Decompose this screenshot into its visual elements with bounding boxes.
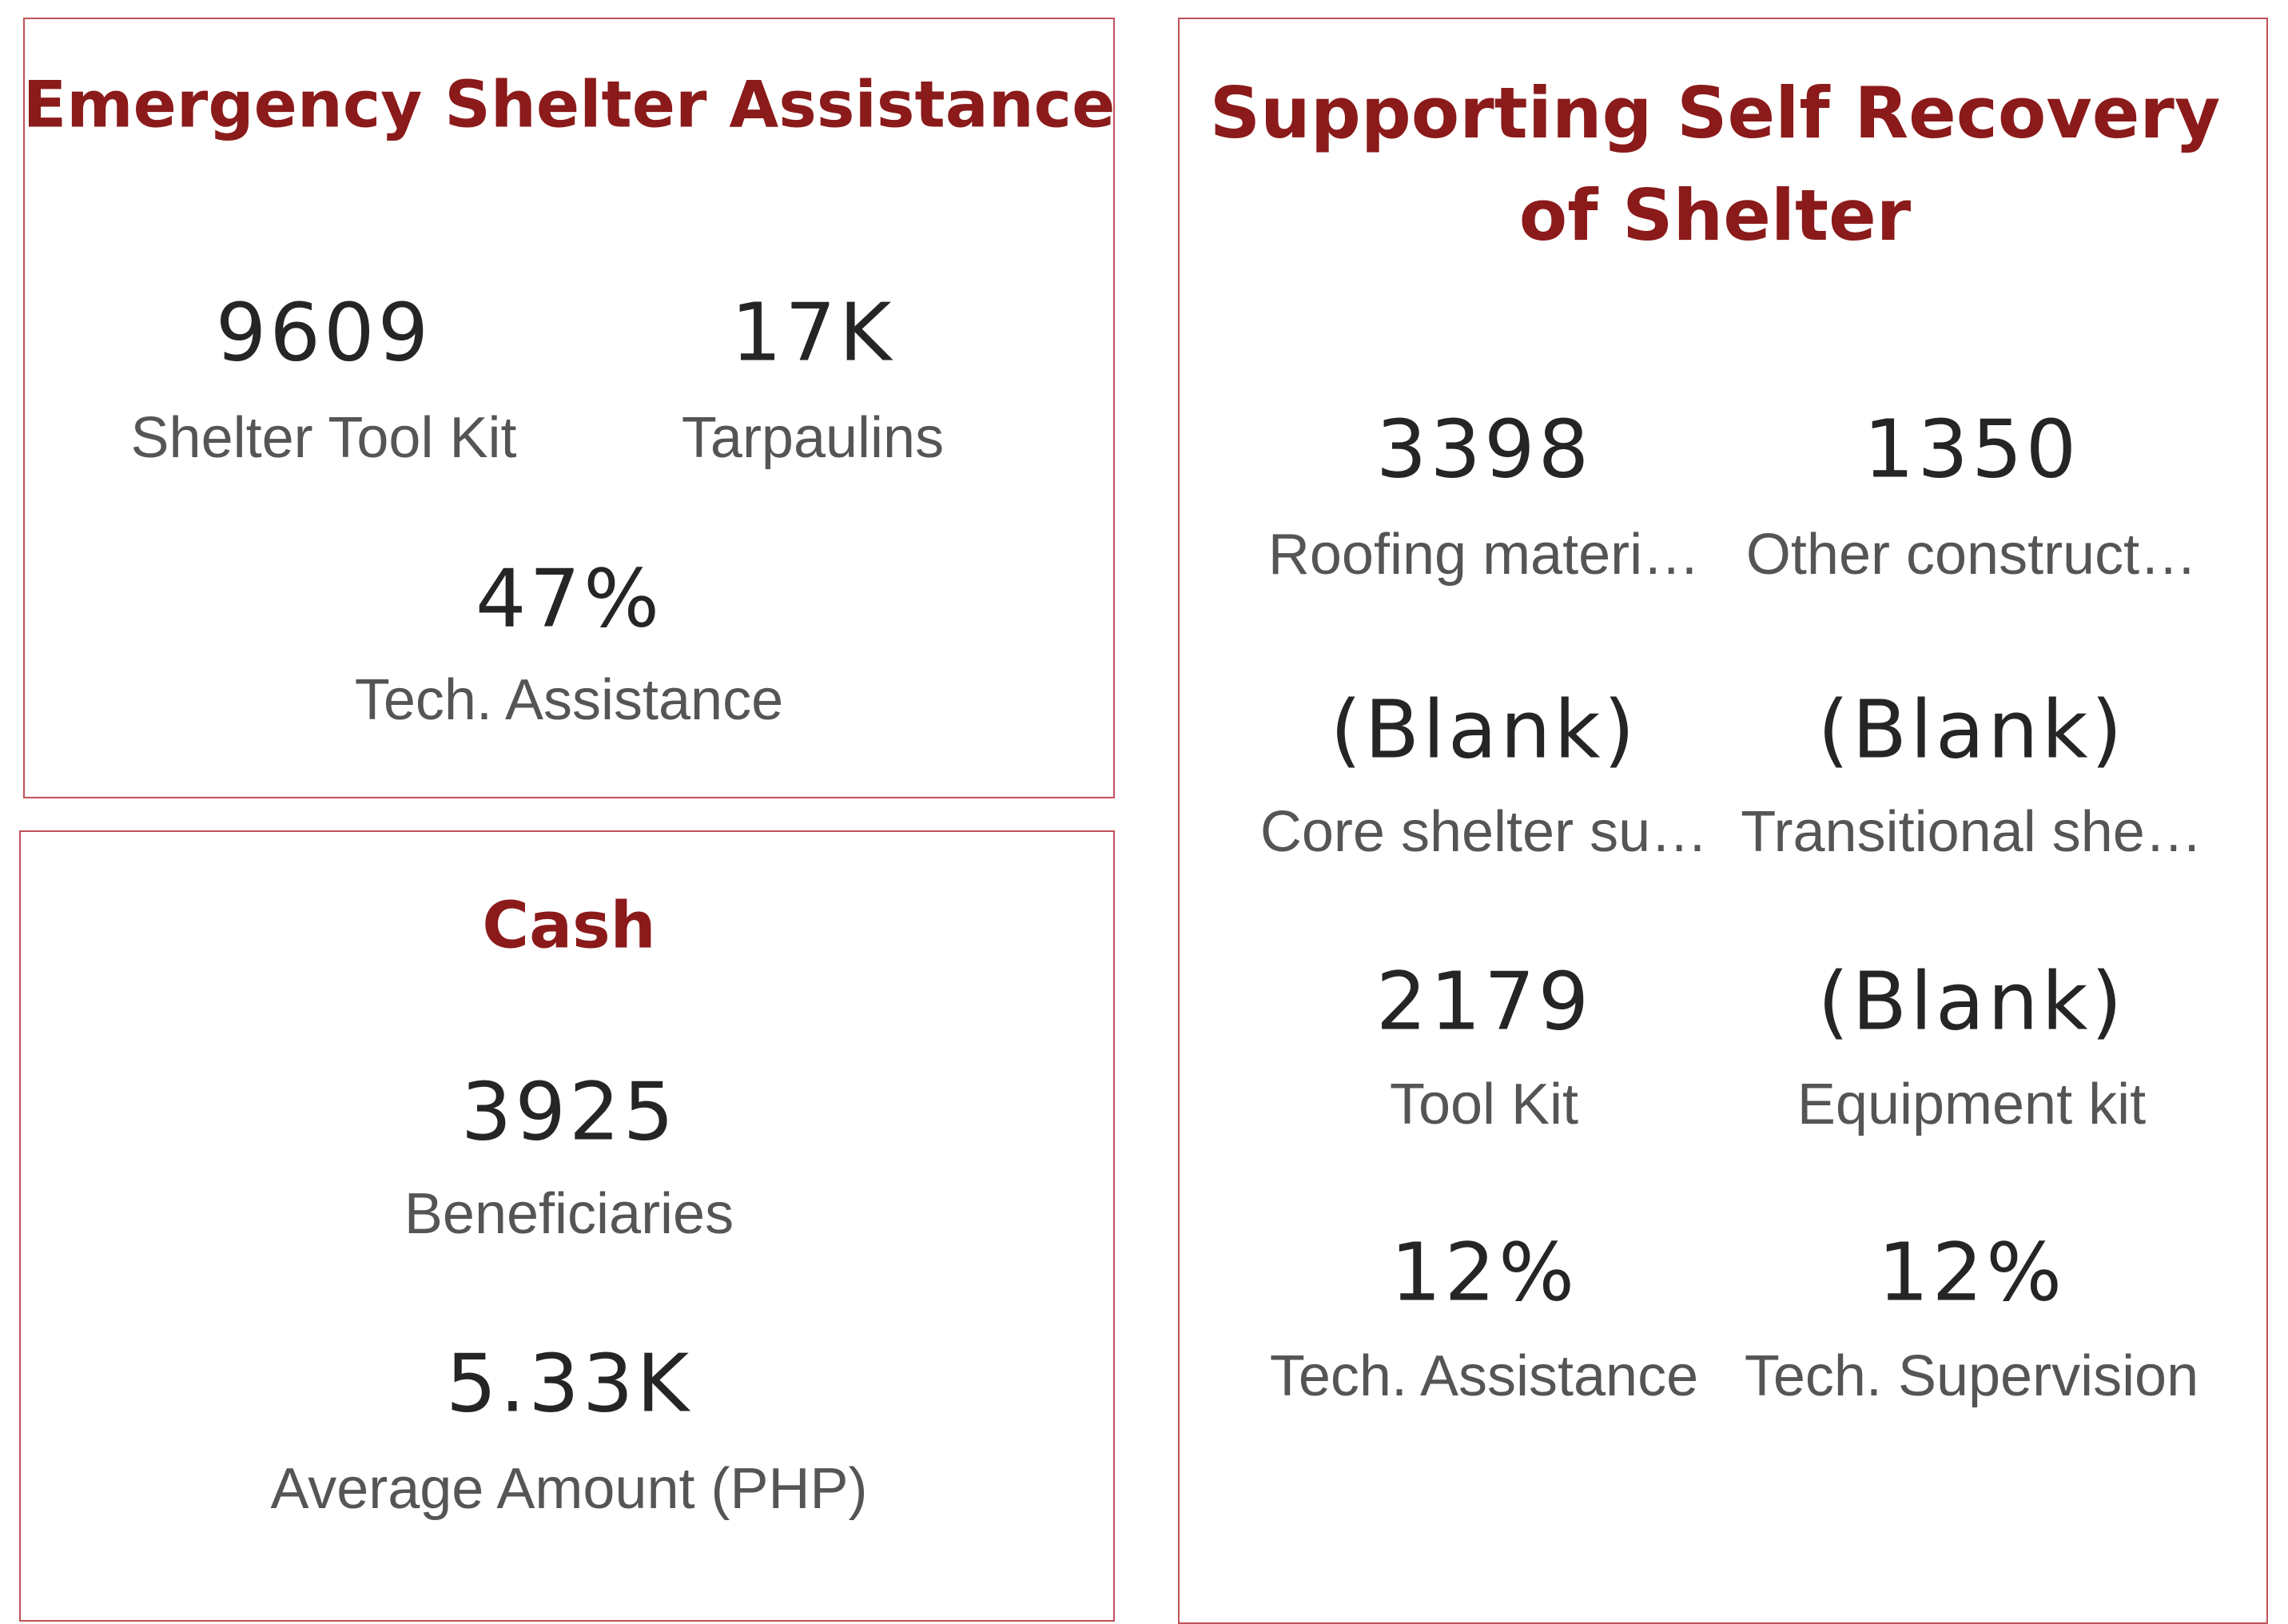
card-label: Transitional she…	[1741, 800, 2202, 864]
card-value: 5.33K	[445, 1336, 693, 1431]
card-value: 3398	[1375, 402, 1593, 496]
card-value: 12%	[1390, 1225, 1578, 1320]
card-label: Average Amount (PHP)	[270, 1457, 868, 1521]
card-label: Tech. Assistance	[354, 668, 784, 732]
card-value: 2179	[1375, 954, 1593, 1049]
card-value: (Blank)	[1817, 683, 2126, 777]
card-value: 47%	[475, 551, 663, 646]
panel-title: Cash	[482, 888, 656, 963]
card-value: 1350	[1863, 402, 2080, 496]
card-label: Tool Kit	[1389, 1073, 1579, 1136]
card-value: (Blank)	[1330, 683, 1638, 777]
card-label: Beneficiaries	[404, 1182, 734, 1246]
card-label: Tech. Assistance	[1269, 1344, 1699, 1408]
card-label: Equipment kit	[1797, 1073, 2147, 1136]
card-label: Other construct…	[1745, 523, 2198, 587]
card-value: 3925	[460, 1065, 678, 1159]
card-label: Core shelter su…	[1259, 800, 1709, 864]
card-label: Shelter Tool Kit	[130, 406, 517, 470]
card-value: 12%	[1877, 1225, 2066, 1320]
panel-title: Supporting Self Recovery of Shelter	[1209, 72, 2221, 257]
panel-border	[23, 18, 1115, 798]
card-value: (Blank)	[1817, 954, 2126, 1049]
card-label: Roofing materi…	[1267, 523, 1701, 587]
card-value: 9609	[215, 285, 432, 380]
card-label: Tarpaulins	[681, 406, 945, 470]
card-label: Tech. Supervision	[1744, 1344, 2199, 1408]
panel-title: Emergency Shelter Assistance	[22, 67, 1116, 142]
card-value: 17K	[730, 285, 895, 380]
